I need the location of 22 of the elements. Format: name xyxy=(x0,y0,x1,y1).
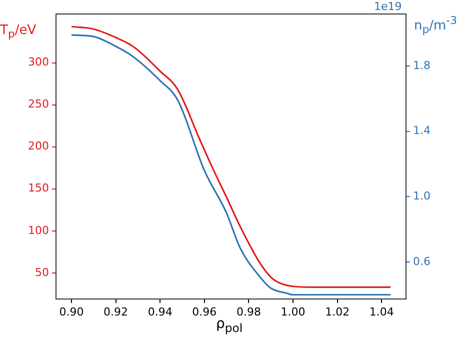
x-tick-label: 0.92 xyxy=(104,305,128,318)
y-tick-label: 200 xyxy=(28,140,49,153)
y-tick-label: 150 xyxy=(28,182,49,195)
y2-axis-title: n$_{p}$/m$^{-3}$ xyxy=(414,14,457,36)
y2-tick-label: 1.4 xyxy=(413,124,430,138)
y-tick-label: 100 xyxy=(28,224,49,237)
y2-tick-label: 1.0 xyxy=(413,190,430,203)
y-axis-title: T$_{p}$/eV xyxy=(0,23,36,41)
y-tick-label: 50 xyxy=(35,266,49,279)
y-tick-label: 250 xyxy=(28,98,49,111)
y-tick-label: 300 xyxy=(28,56,49,69)
x-tick-label: 0.90 xyxy=(59,305,84,318)
x-tick-label: 0.98 xyxy=(236,305,261,318)
y2-tick-label: 0.6 xyxy=(413,254,430,268)
x-tick-label: 1.00 xyxy=(280,305,306,318)
x-axis-title: ρ$_{pol}$ xyxy=(216,316,243,335)
x-tick-label: 1.04 xyxy=(369,305,394,318)
text: 1e19 xyxy=(374,0,402,13)
x-tick-label: 0.94 xyxy=(148,305,172,318)
y2-tick-label: 1.8 xyxy=(413,58,430,72)
x-tick-label: 1.02 xyxy=(325,305,350,318)
x-tick-label: 0.96 xyxy=(192,305,217,318)
